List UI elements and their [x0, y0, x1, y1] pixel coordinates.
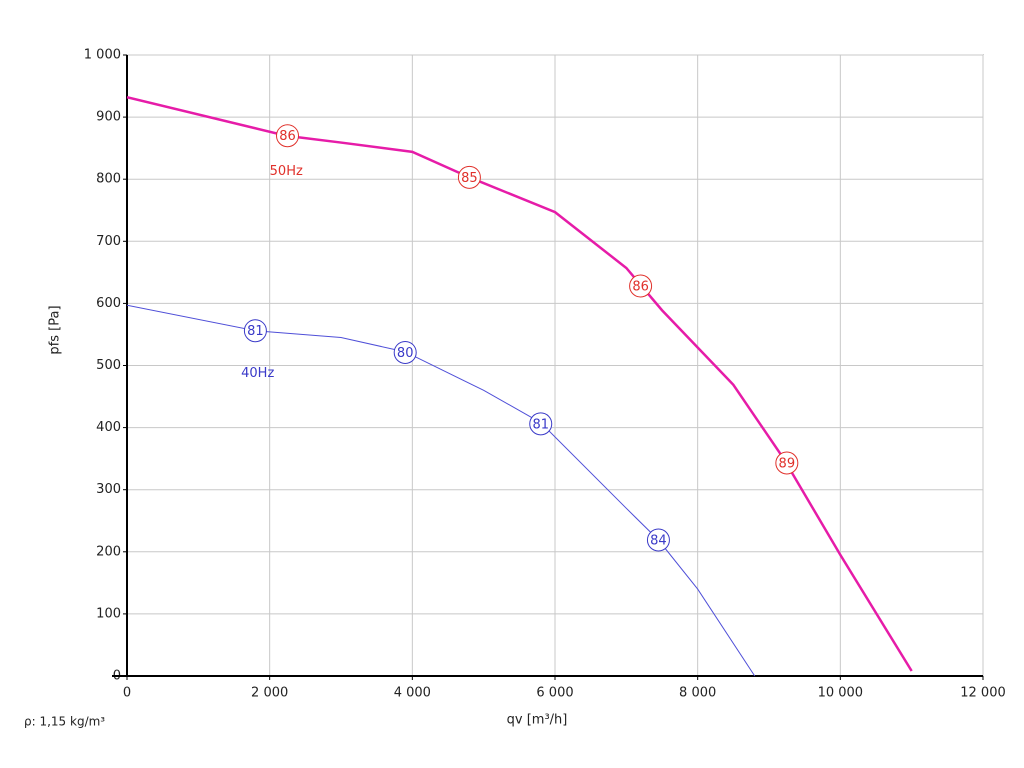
x-tick-label: 10 000 — [818, 686, 864, 701]
density-note: ρ: 1,15 kg/m³ — [24, 715, 105, 729]
annotation-label: 80 — [397, 346, 414, 361]
y-tick-label: 400 — [96, 420, 121, 435]
series-line — [126, 96, 913, 672]
series-line — [126, 304, 756, 677]
y-tick-label: 600 — [96, 296, 121, 311]
series-label: 40Hz — [241, 366, 274, 381]
y-tick-label: 100 — [96, 606, 121, 621]
y-tick-label: 800 — [96, 172, 121, 187]
y-axis-label: pfs [Pa] — [48, 305, 63, 354]
annotation-label: 86 — [632, 280, 649, 295]
annotation-circle — [529, 412, 553, 436]
x-tick-label: 2 000 — [251, 686, 288, 701]
y-tick-label: 200 — [96, 544, 121, 559]
annotation-label: 84 — [650, 534, 667, 549]
x-tick-label: 0 — [123, 686, 131, 701]
annotation-circle — [457, 165, 481, 189]
annotation-circle — [276, 124, 299, 148]
annotation-circle — [629, 274, 653, 298]
annotation-circle — [646, 528, 670, 552]
x-tick-label: 8 000 — [679, 686, 716, 701]
annotation-circle — [393, 340, 417, 364]
annotation-circle — [243, 319, 267, 343]
y-tick-label: 700 — [96, 234, 121, 249]
annotation-label: 81 — [532, 417, 549, 432]
annotation-label: 89 — [779, 456, 796, 471]
x-tick-label: 12 000 — [960, 686, 1006, 701]
annotation-circle — [775, 451, 799, 475]
y-tick-label: 1 000 — [84, 48, 121, 63]
annotation-label: 86 — [279, 129, 296, 144]
y-tick-label: 300 — [96, 482, 121, 497]
x-axis-label: qv [m³/h] — [507, 713, 568, 728]
y-tick-label: 500 — [96, 358, 121, 373]
annotation-label: 81 — [247, 324, 264, 339]
x-tick-label: 6 000 — [536, 686, 573, 701]
annotation-label: 85 — [461, 171, 478, 186]
y-tick-label: 900 — [96, 110, 121, 125]
x-tick-label: 4 000 — [394, 686, 431, 701]
series-label: 50Hz — [270, 164, 303, 179]
